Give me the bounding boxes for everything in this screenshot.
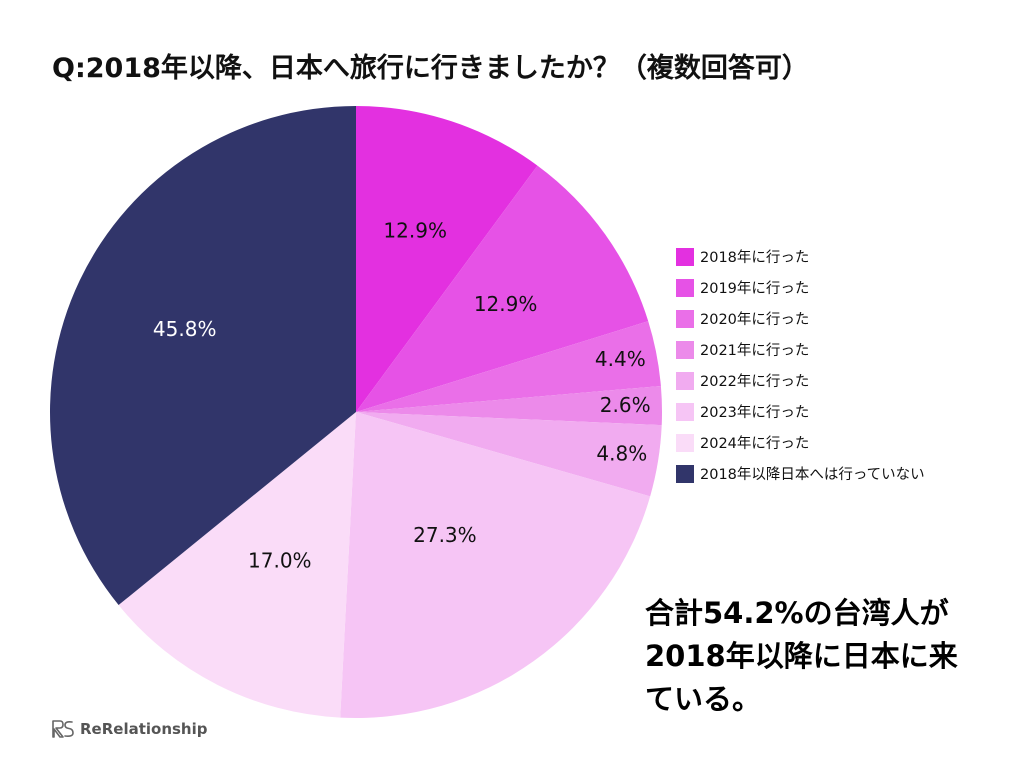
pie-slice [356,412,662,497]
slice-label: 12.9% [474,292,538,316]
legend-label: 2020年に行った [700,312,810,328]
legend-label: 2024年に行った [700,436,810,452]
legend-swatch [676,464,694,483]
legend-label: 2018年に行った [700,250,810,266]
slice-label: 17.0% [248,549,312,573]
pie-slice [340,412,651,718]
legend-item: 2021年に行った [676,334,925,365]
legend-swatch [676,402,694,421]
legend-item: 2024年に行った [676,427,925,458]
pie-slice [356,386,663,426]
slice-label: 4.8% [596,442,647,466]
pie-slice [356,321,661,412]
legend-item: 2023年に行った [676,396,925,427]
legend-item: 2018年に行った [676,241,925,272]
slice-label: 2.6% [600,393,651,417]
legend-swatch [676,309,694,328]
legend-label: 2019年に行った [700,281,810,297]
annotation-line: ている。 [645,682,762,716]
slice-label: 27.3% [413,523,477,547]
legend-label: 2022年に行った [700,374,810,390]
brand-name: ReRelationship [80,720,208,738]
legend-item: 2022年に行った [676,365,925,396]
legend-swatch [676,371,694,390]
legend-label: 2023年に行った [700,405,810,421]
legend-label: 2021年に行った [700,343,810,359]
brand: ReRelationship [51,719,208,739]
legend-swatch [676,340,694,359]
pie-slice [49,106,356,606]
legend-item: 2020年に行った [676,303,925,334]
slice-label: 12.9% [383,218,447,242]
legend-swatch [676,247,694,266]
legend: 2018年に行った 2019年に行った 2020年に行った 2021年に行った 2022… [676,241,925,489]
annotation-line: 2018年以降に日本に来 [645,639,958,673]
legend-swatch [676,278,694,297]
pie-slice [118,412,356,718]
legend-swatch [676,433,694,452]
slice-label: 45.8% [153,317,217,341]
slice-label: 4.4% [595,347,646,371]
pie-slice [356,165,649,412]
legend-item: 2018年以降日本へは行っていない [676,458,925,489]
legend-item: 2019年に行った [676,272,925,303]
rerelationship-logo-icon [52,720,74,738]
chart-title: Q:2018年以降、日本へ旅行に行きましたか？（複数回答可） [52,53,809,84]
legend-label: 2018年以降日本へは行っていない [700,467,925,483]
pie-slice [356,106,538,412]
annotation-line: 合計54.2%の台湾人が [645,596,949,630]
annotation-text: 合計54.2%の台湾人が 2018年以降に日本に来 ている。 [645,592,1005,721]
